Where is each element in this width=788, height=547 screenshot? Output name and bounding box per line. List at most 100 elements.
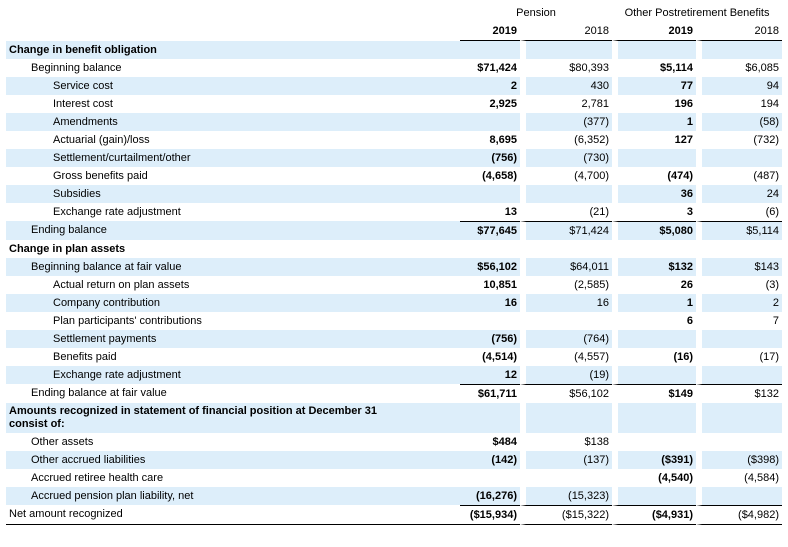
value-cell: 127 <box>612 131 696 149</box>
table-row: Company contribution 16 16 1 2 <box>6 294 783 312</box>
page: {"header": {"groups": ["Pension", "Other… <box>0 4 788 547</box>
row-label: Accrued pension plan liability, net <box>6 487 460 505</box>
value-cell: (377) <box>520 113 613 131</box>
value-cell: 2 <box>460 77 520 95</box>
table-row: Beginning balance at fair value $56,102 $6… <box>6 258 783 276</box>
value-cell: (4,584) <box>696 469 782 487</box>
value-cell: ($15,322) <box>520 505 613 525</box>
row-label: Amendments <box>6 113 460 131</box>
empty-cell <box>696 403 783 433</box>
table-row: Change in benefit obligation <box>6 41 783 59</box>
row-label: Actuarial (gain)/loss <box>53 133 150 146</box>
blank <box>6 4 460 22</box>
row-label: Actual return on plan assets <box>53 278 190 291</box>
value-cell: (15,323) <box>520 487 613 505</box>
table-body: Change in benefit obligation Beginning ba… <box>6 41 783 525</box>
value-cell: $6,085 <box>696 59 782 77</box>
value-cell: $5,080 <box>612 221 697 240</box>
value-cell: $64,011 <box>520 258 613 276</box>
value-cell: (58) <box>696 113 783 131</box>
row-label: Exchange rate adjustment <box>6 366 460 384</box>
row-label: Ending balance <box>6 221 460 240</box>
benefits-table: Pension Other Postretirement Benefits 20… <box>6 4 783 525</box>
group-header: Other Postretirement Benefits <box>624 6 770 19</box>
value-cell: $77,645 <box>460 221 520 240</box>
value-cell: (16) <box>612 348 696 366</box>
value-cell: $56,102 <box>460 258 520 276</box>
value-cell: (2,585) <box>520 276 612 294</box>
table-row: Other accrued liabilities (142) (137) ($391… <box>6 451 783 469</box>
row-label: Subsidies <box>6 185 460 203</box>
empty-cell <box>520 185 613 203</box>
value-cell: ($391) <box>612 451 697 469</box>
table-row: Amounts recognized in statement of finan… <box>6 403 783 433</box>
table-row: Benefits paid (4,514) (4,557) (16) (17) <box>6 348 782 366</box>
table-row: Plan participants' contributions 6 7 <box>6 312 782 330</box>
row-label: Other assets <box>31 435 94 448</box>
value-cell: (4,540) <box>612 469 696 487</box>
value-cell: $71,424 <box>477 61 517 74</box>
value-cell: 194 <box>696 95 782 113</box>
value-cell: 2,925 <box>489 97 517 110</box>
value-cell: (474) <box>612 167 696 185</box>
value-cell: (4,658) <box>482 169 517 182</box>
value-cell: (3) <box>696 276 782 294</box>
year-header: 2019 <box>460 22 520 41</box>
value-cell: $5,114 <box>612 59 696 77</box>
table-row: Actual return on plan assets 10,851 (2,585… <box>6 276 782 294</box>
value-cell: (21) <box>520 203 612 221</box>
value-cell: (487) <box>696 167 782 185</box>
table-row: Interest cost 2,925 2,781 196 194 <box>6 95 782 113</box>
row-label: Ending balance at fair value <box>31 387 167 399</box>
table-row: Ending balance at fair value $61,711 $56,1… <box>6 384 783 403</box>
empty-cell <box>460 41 520 59</box>
value-cell: (16,276) <box>460 487 520 505</box>
value-cell: 16 <box>460 294 520 312</box>
table-row: Actuarial (gain)/loss 8,695 (6,352) 127 (732… <box>6 131 782 149</box>
empty-cell <box>520 312 612 330</box>
value-cell: 2 <box>696 294 783 312</box>
empty-cell <box>612 41 697 59</box>
value-cell: 3 <box>612 203 696 221</box>
row-label: Benefits paid <box>53 350 117 363</box>
value-cell: $5,114 <box>696 221 783 240</box>
row-label: Company contribution <box>6 294 460 312</box>
value-cell: $143 <box>696 258 783 276</box>
year-header: 2019 <box>612 22 697 41</box>
value-cell: 430 <box>520 77 613 95</box>
value-cell: (732) <box>696 131 782 149</box>
row-label: Exchange rate adjustment <box>53 205 181 218</box>
section-label-text: Amounts recognized in statement of finan… <box>9 405 377 430</box>
table-row: Beginning balance $71,424 $80,393 $5,114 $6,… <box>6 59 782 77</box>
value-cell: 16 <box>520 294 613 312</box>
empty-cell <box>460 113 520 131</box>
table-row: Accrued retiree health care (4,540) (4,584… <box>6 469 782 487</box>
table-row: Net amount recognized ($15,934) ($15,322)(… <box>6 505 783 525</box>
empty-cell <box>460 403 520 433</box>
empty-cell <box>460 312 520 330</box>
empty-cell <box>696 433 782 451</box>
value-cell: $132 <box>612 258 697 276</box>
empty-cell <box>696 41 783 59</box>
table-row: Amendments (377) 1 (58) <box>6 113 783 131</box>
value-cell: $56,102 <box>520 384 613 403</box>
value-cell: $138 <box>520 433 612 451</box>
value-cell: $80,393 <box>520 59 612 77</box>
section-label: Change in benefit obligation <box>6 41 460 59</box>
row-label: Beginning balance <box>31 61 122 74</box>
section-label: Amounts recognized in statement of finan… <box>6 403 460 433</box>
value-cell: $61,711 <box>460 384 520 403</box>
value-cell: 1 <box>612 113 697 131</box>
empty-cell <box>460 240 520 258</box>
empty-cell <box>612 366 697 384</box>
value-cell: 24 <box>696 185 783 203</box>
section-label: Change in plan assets <box>9 242 126 255</box>
row-label: Plan participants' contributions <box>53 314 202 327</box>
table-row: Exchange rate adjustment 12 (19) <box>6 366 783 384</box>
table-row: Accrued pension plan liability, net (16,2… <box>6 487 783 505</box>
empty-cell <box>520 240 612 258</box>
empty-cell <box>612 149 697 167</box>
value-cell: (4,514) <box>482 350 517 363</box>
value-cell: ($4,982) <box>696 505 783 525</box>
value-cell: $71,424 <box>520 221 613 240</box>
